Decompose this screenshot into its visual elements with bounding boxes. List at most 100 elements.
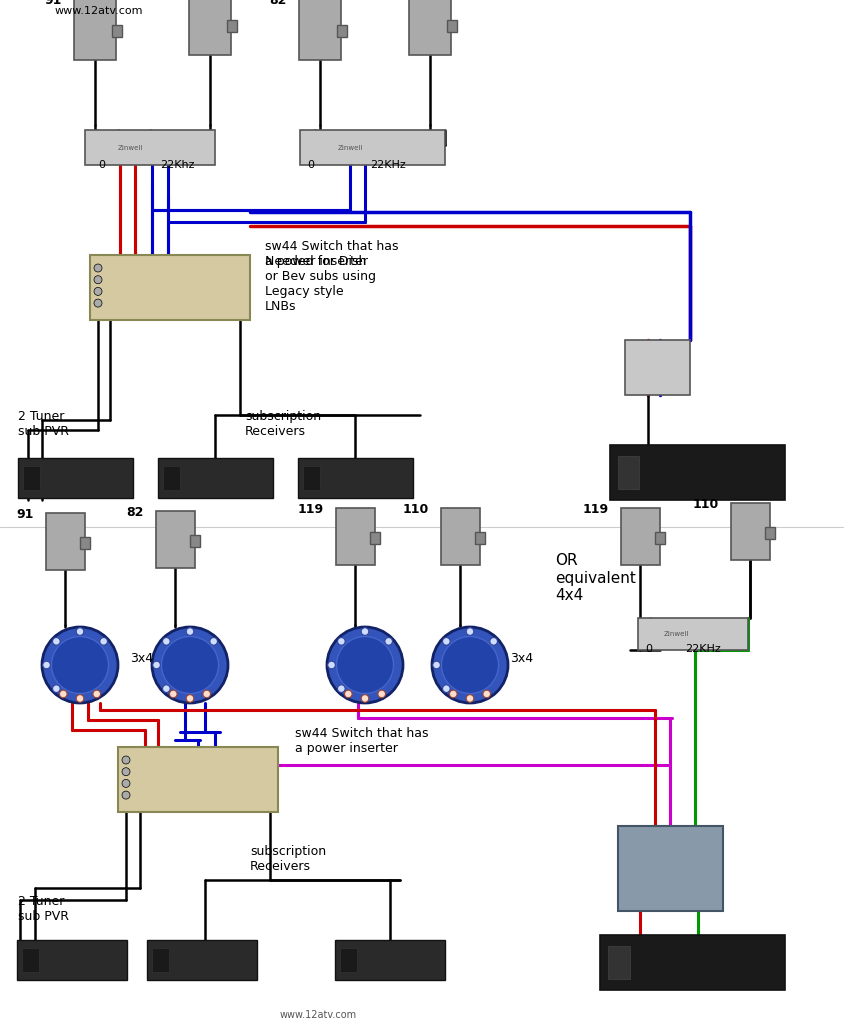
Circle shape [361,694,369,702]
Bar [475,532,485,544]
Bar [303,466,320,490]
Circle shape [441,637,499,693]
Circle shape [170,690,177,697]
Bar [731,503,770,560]
Circle shape [327,662,335,669]
Circle shape [338,638,345,645]
Bar [227,20,237,32]
Circle shape [42,627,118,703]
Bar [74,0,116,60]
Text: 91: 91 [45,0,62,7]
Text: 22Khz: 22Khz [160,160,194,170]
Text: sw44 Switch that has
a power inserter: sw44 Switch that has a power inserter [295,727,429,755]
Bar [655,532,665,544]
Circle shape [466,694,473,702]
Bar [156,511,195,568]
Circle shape [442,685,450,692]
Circle shape [153,662,160,669]
Circle shape [161,637,219,693]
Bar [158,458,273,498]
Bar [189,0,231,55]
Circle shape [378,690,386,697]
Bar [80,537,90,549]
Text: 91: 91 [17,508,34,521]
Bar [621,508,660,565]
Text: 0: 0 [98,160,105,170]
Circle shape [442,638,450,645]
Text: 119: 119 [151,0,177,2]
Circle shape [210,638,218,645]
Text: www.12atv.com: www.12atv.com [55,6,143,16]
Bar [618,826,723,911]
Circle shape [122,756,130,764]
Text: subscription
Receivers: subscription Receivers [250,845,326,873]
Text: subscription
Receivers: subscription Receivers [245,410,321,438]
Text: Zinwell: Zinwell [338,144,364,151]
Bar [18,458,133,498]
Circle shape [152,627,228,703]
Bar [618,456,639,489]
Circle shape [163,685,170,692]
Bar [370,532,380,544]
Circle shape [94,264,102,272]
Circle shape [187,628,194,635]
Circle shape [361,628,369,635]
Text: 110: 110 [693,498,719,511]
Circle shape [385,638,392,645]
Text: 82: 82 [269,0,287,7]
Circle shape [203,690,210,697]
Circle shape [94,288,102,295]
Circle shape [327,627,403,703]
Text: 119: 119 [583,503,609,516]
Circle shape [76,694,84,702]
Circle shape [51,637,109,693]
Bar [300,130,445,165]
Circle shape [450,690,457,697]
Bar [625,340,690,395]
Bar [23,466,41,490]
Text: 0: 0 [645,644,652,654]
Circle shape [100,638,107,645]
Circle shape [94,275,102,284]
Bar [336,508,375,565]
Text: 2 Tuner
sub PVR: 2 Tuner sub PVR [18,895,69,923]
Bar [610,445,785,500]
Bar [190,535,200,547]
Bar [600,935,785,990]
Circle shape [43,662,51,669]
Circle shape [344,690,352,697]
Bar [118,746,278,812]
Bar [46,513,85,570]
Circle shape [466,628,473,635]
Bar [335,940,445,980]
Text: Zinwell: Zinwell [664,631,690,637]
Bar [299,0,341,60]
Circle shape [483,690,490,697]
Text: Zinwell: Zinwell [118,144,143,151]
Bar [112,25,122,37]
Text: 3x4: 3x4 [510,652,533,665]
Text: 0: 0 [307,160,314,170]
Bar [298,458,413,498]
Circle shape [76,628,84,635]
Circle shape [52,638,60,645]
Circle shape [52,685,60,692]
Text: Needed for Dish
or Bev subs using
Legacy style
LNBs: Needed for Dish or Bev subs using Legacy… [265,255,376,313]
Bar [163,466,181,490]
Circle shape [337,637,393,693]
Text: 119: 119 [298,503,324,516]
Bar [147,940,257,980]
Bar [638,618,748,650]
Bar [337,25,347,37]
Bar [152,948,169,972]
Circle shape [122,779,130,787]
Bar [17,940,127,980]
Circle shape [163,638,170,645]
Text: OR
equivalent
4x4: OR equivalent 4x4 [555,553,636,603]
Text: sw44 Switch that has
a power inserter: sw44 Switch that has a power inserter [265,240,398,268]
Bar [765,527,775,539]
Bar [85,130,215,165]
Circle shape [93,690,100,697]
Text: 3x4: 3x4 [130,652,153,665]
Bar [340,948,356,972]
